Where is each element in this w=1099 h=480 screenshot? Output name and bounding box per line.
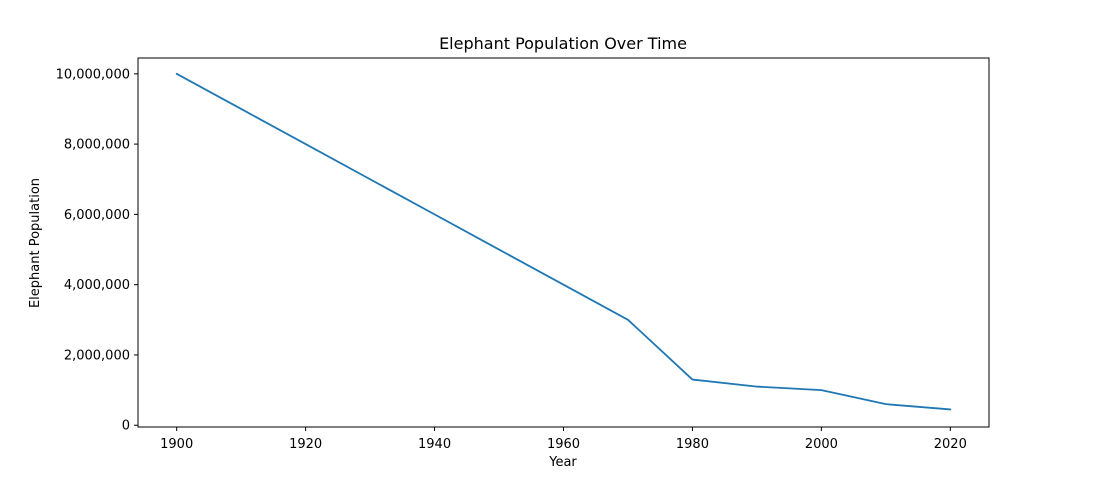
x-tick-label: 2000 <box>805 437 838 452</box>
x-axis-label: Year <box>548 455 577 470</box>
chart-title: Elephant Population Over Time <box>439 34 687 53</box>
y-tick-label: 2,000,000 <box>64 348 130 363</box>
x-tick-label: 1900 <box>160 437 193 452</box>
x-tick-label: 1940 <box>418 437 451 452</box>
y-tick-label: 8,000,000 <box>64 138 130 153</box>
y-axis-label: Elephant Population <box>28 178 43 308</box>
y-axis-ticks: 0 2,000,000 4,000,000 6,000,000 8,000,000 10,… <box>56 67 138 434</box>
y-tick-label: 0 <box>122 419 130 434</box>
series-layer <box>175 72 952 411</box>
x-tick-label: 1960 <box>547 437 580 452</box>
y-tick-label: 4,000,000 <box>64 278 130 293</box>
x-tick-label: 2020 <box>934 437 967 452</box>
y-tick-label: 6,000,000 <box>64 208 130 223</box>
plot-area-frame <box>137 57 990 428</box>
x-tick-label: 1980 <box>676 437 709 452</box>
x-tick-label: 1920 <box>289 437 322 452</box>
x-axis-ticks: 1900 1920 1940 1960 1980 2000 2020 <box>160 427 967 452</box>
y-tick-label: 10,000,000 <box>56 67 130 82</box>
series-line <box>175 72 952 411</box>
